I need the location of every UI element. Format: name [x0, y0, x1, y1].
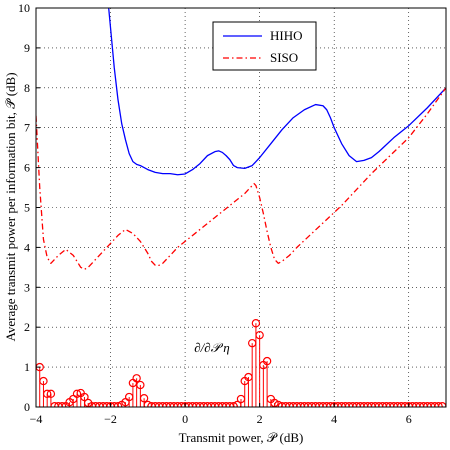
y-tick-label: 5	[24, 201, 30, 215]
ticks: −4 −2 0 2 4 6 0 1 2 3 4 5 6 7 8 9 10	[18, 1, 412, 426]
annotation-text: ∂/∂𝒫 η	[194, 340, 230, 355]
x-tick-label: 6	[406, 412, 412, 426]
y-tick-label: 6	[24, 161, 30, 175]
stem-marker	[255, 330, 264, 340]
stem-marker	[80, 392, 89, 402]
legend-label-hiho: HIHO	[270, 28, 303, 43]
stem-marker	[46, 389, 56, 399]
y-tick-label: 0	[24, 400, 30, 414]
stem-marker	[39, 376, 48, 386]
stem-marker	[132, 374, 141, 383]
legend-box	[212, 21, 317, 71]
legend: HIHO SISO	[212, 21, 317, 71]
series-layer	[36, 8, 446, 407]
y-tick-label: 7	[24, 121, 30, 135]
y-tick-label: 4	[24, 240, 30, 254]
x-axis-label: Transmit power, 𝒫 (dB)	[179, 430, 304, 445]
series-line-hiho	[108, 8, 446, 176]
x-tick-label: 4	[331, 412, 337, 426]
series-line-siso	[36, 87, 446, 270]
legend-label-siso: SISO	[270, 50, 298, 65]
y-tick-label: 3	[24, 280, 30, 294]
x-tick-label: −4	[30, 412, 43, 426]
x-tick-label: −2	[104, 412, 117, 426]
y-tick-label: 9	[24, 41, 30, 55]
stem-marker	[136, 380, 145, 390]
x-tick-label: 2	[257, 412, 263, 426]
y-tick-label: 10	[18, 1, 30, 15]
stem-marker	[139, 394, 149, 403]
stem-marker	[262, 356, 272, 366]
y-tick-label: 2	[24, 320, 30, 334]
x-tick-label: 0	[182, 412, 188, 426]
y-axis-label: Average transmit power per information b…	[3, 72, 18, 341]
y-tick-label: 1	[24, 360, 30, 374]
annotation-derivative: ∂/∂𝒫 η	[194, 340, 230, 355]
stem-marker	[251, 319, 261, 328]
y-tick-label: 8	[24, 81, 30, 95]
